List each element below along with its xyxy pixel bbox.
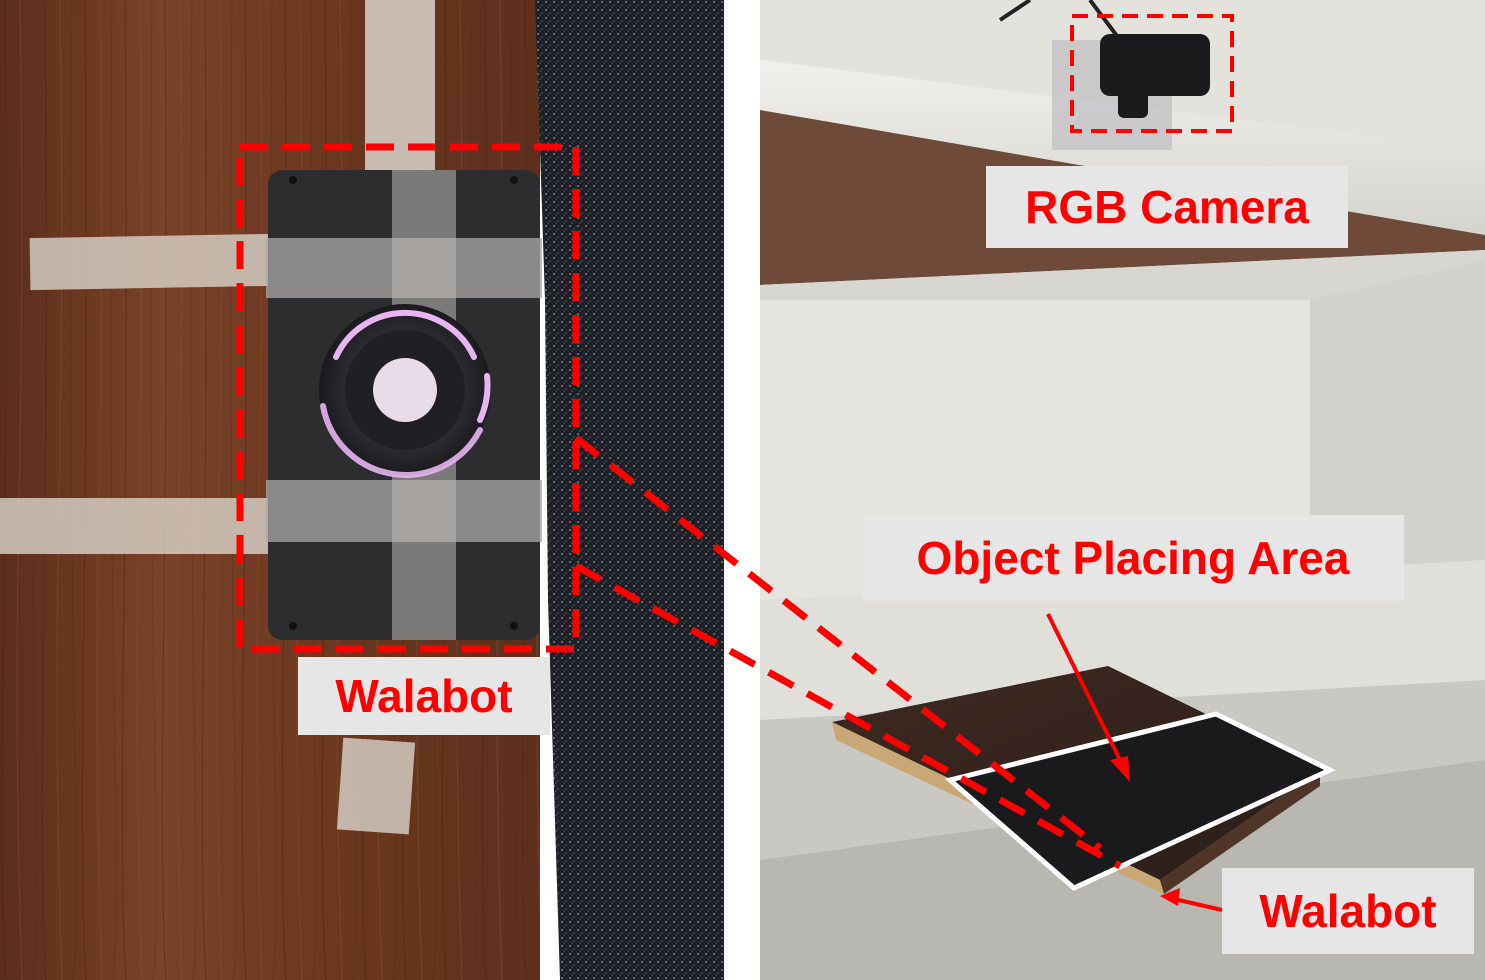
walabot-label-right: Walabot bbox=[1222, 868, 1474, 954]
walabot-label-left: Walabot bbox=[298, 657, 550, 735]
walabot-photo-image bbox=[0, 0, 724, 980]
rgb-camera-label: RGB Camera bbox=[986, 166, 1348, 248]
object-placing-area-label: Object Placing Area bbox=[862, 515, 1404, 601]
tape-strip bbox=[365, 0, 435, 170]
walabot-photo bbox=[0, 0, 724, 980]
carpet bbox=[535, 0, 724, 980]
shelf-photo bbox=[760, 0, 1485, 980]
shelf-photo-image bbox=[760, 0, 1485, 980]
rgb-camera-device bbox=[1100, 34, 1210, 96]
